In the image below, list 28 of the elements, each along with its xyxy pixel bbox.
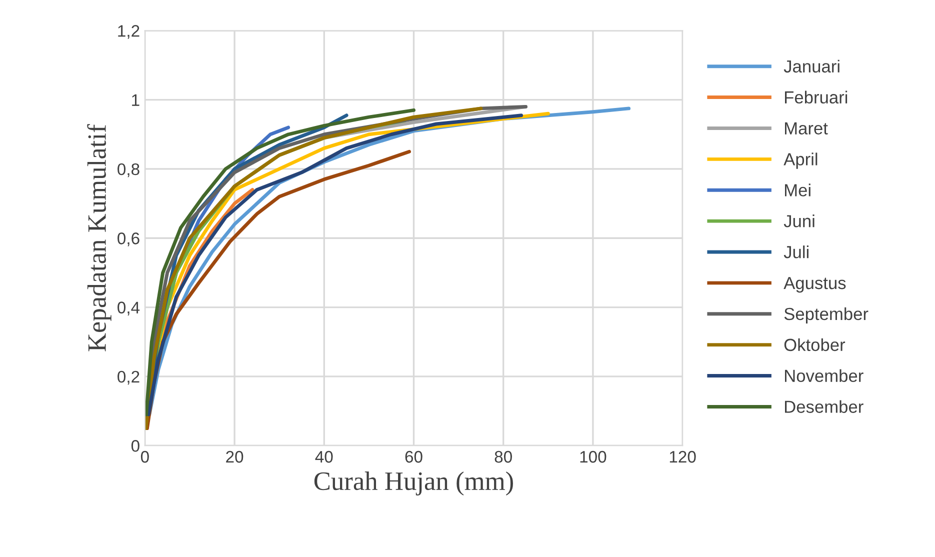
x-tick-label: 80 [494,450,512,463]
legend-label: Juni [784,214,814,228]
y-tick-label: 0,8 [118,163,140,178]
y-axis-title: Kepadatan Kumulatif [87,124,112,352]
x-tick-label: 0 [140,450,149,463]
legend-label: Juli [784,245,808,258]
legend-label: November [785,369,864,382]
y-tick-label: 1 [132,94,140,106]
legend-label: Mei [785,184,810,196]
y-tick-label: 1,2 [118,25,140,39]
legend-label: Februari [785,90,848,104]
x-tick-label: 60 [405,450,422,463]
y-tick-label: 0,6 [118,232,140,246]
x-tick-label: 100 [580,450,606,463]
legend-label: September [784,307,868,324]
legend-label: Desember [785,400,864,413]
legend-label: Oktober [784,338,846,352]
x-tick-label: 120 [670,450,696,463]
x-axis-title: Curah Hujan (mm) [314,472,513,496]
legend-label: Agustus [784,277,846,293]
y-tick-label: 0 [131,440,140,452]
x-tick-label: 20 [226,450,244,463]
legend-label: April [784,152,818,169]
y-tick-label: 0,4 [118,302,140,316]
legend-label: Maret [785,122,828,134]
y-tick-label: 0,2 [118,370,140,385]
legend-label: Januari [784,60,840,73]
x-tick-label: 40 [315,450,333,463]
